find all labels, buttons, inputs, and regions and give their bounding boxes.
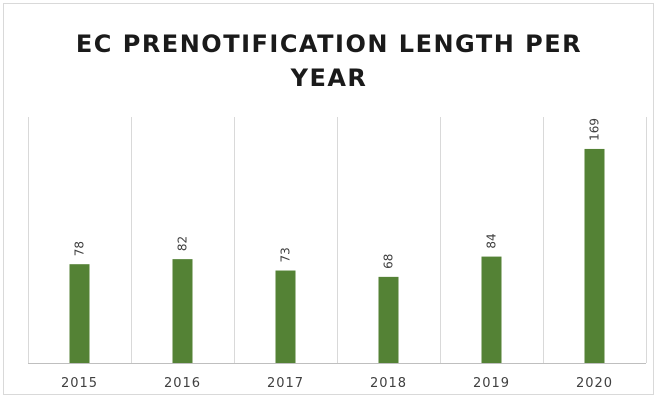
bar-2020: [584, 148, 605, 363]
data-label-2018: 68: [382, 254, 396, 269]
bar-layer: [69, 148, 605, 363]
data-label-2015: 78: [73, 241, 87, 256]
x-tick-label-2015: 2015: [61, 376, 98, 391]
data-label-2017: 73: [279, 247, 293, 262]
x-tick-label-2018: 2018: [370, 376, 407, 391]
chart-frame: [3, 3, 654, 395]
x-tick-layer: 2015 2016 2017 2018 2019 2020: [61, 376, 613, 391]
x-tick-label-2020: 2020: [576, 376, 613, 391]
data-label-2016: 82: [176, 236, 190, 251]
x-tick-label-2019: 2019: [473, 376, 510, 391]
chart-title-line-1: EC PRENOTIFICATION LENGTH PER: [75, 30, 583, 58]
bar-2017: [275, 270, 296, 363]
chart-title-line-2: YEAR: [290, 64, 368, 92]
bar-2015: [69, 264, 90, 363]
chart-title: EC PRENOTIFICATION LENGTH PER YEAR: [0, 27, 658, 95]
bar-2019: [481, 256, 502, 363]
bar-2018: [378, 276, 399, 363]
x-tick-label-2017: 2017: [267, 376, 304, 391]
x-tick-label-2016: 2016: [164, 376, 201, 391]
grid-layer: [28, 117, 647, 364]
data-label-2019: 84: [485, 233, 499, 248]
data-label-layer: 78 82 73 68 84 169: [73, 118, 602, 269]
data-label-2020: 169: [588, 118, 602, 141]
bar-2016: [172, 259, 193, 363]
